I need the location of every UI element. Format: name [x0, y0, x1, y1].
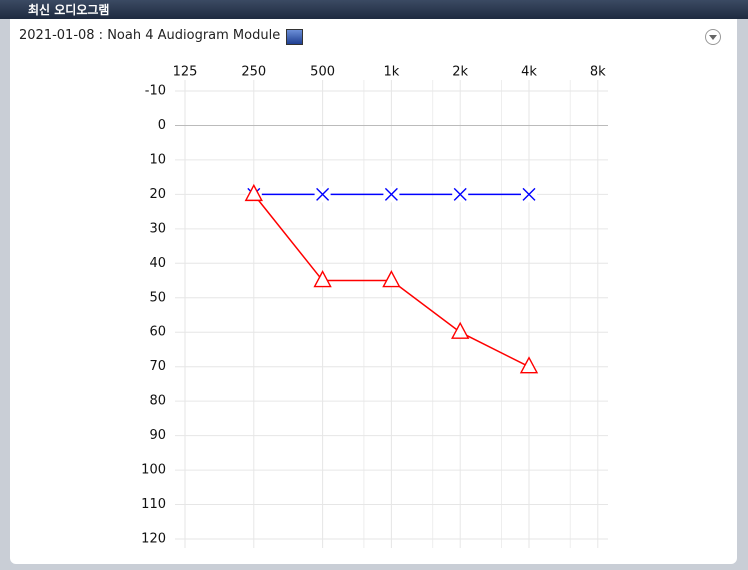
y-tick-label: 30	[149, 221, 166, 236]
x-tick-label: 8k	[590, 65, 606, 80]
x-tick-label: 500	[310, 65, 335, 80]
panel-title: 2021-01-08 : Noah 4 Audiogram Module	[19, 28, 281, 43]
y-tick-label: 40	[149, 256, 166, 271]
header-bar: 최신 오디오그램	[0, 0, 748, 19]
marker-triangle	[313, 270, 332, 288]
marker-x	[522, 187, 536, 201]
x-tick-label: 250	[241, 65, 266, 80]
y-tick-label: 60	[149, 325, 166, 340]
y-tick-label: -10	[145, 84, 166, 99]
marker-x	[384, 187, 398, 201]
y-tick-label: 50	[149, 290, 166, 305]
y-tick-label: 80	[149, 394, 166, 409]
y-tick-label: 70	[149, 359, 166, 374]
panel	[10, 19, 737, 564]
y-tick-label: 100	[141, 463, 166, 478]
x-tick-label: 1k	[383, 65, 399, 80]
x-tick-label: 4k	[521, 65, 537, 80]
y-tick-label: 90	[149, 428, 166, 443]
y-tick-label: 20	[149, 187, 166, 202]
x-tick-label: 125	[173, 65, 198, 80]
y-tick-label: 0	[158, 118, 166, 133]
marker-x	[453, 187, 467, 201]
y-tick-label: 120	[141, 532, 166, 547]
marker-triangle	[244, 183, 263, 202]
x-tick-label: 2k	[452, 65, 468, 80]
dropdown-button[interactable]	[705, 29, 721, 45]
module-icon[interactable]	[286, 29, 303, 45]
marker-triangle	[451, 321, 470, 339]
y-tick-label: 10	[149, 152, 166, 167]
y-tick-label: 110	[141, 497, 166, 512]
marker-triangle	[519, 356, 539, 374]
marker-x	[316, 187, 330, 201]
header-title: 최신 오디오그램	[28, 3, 110, 17]
marker-triangle	[382, 270, 401, 288]
